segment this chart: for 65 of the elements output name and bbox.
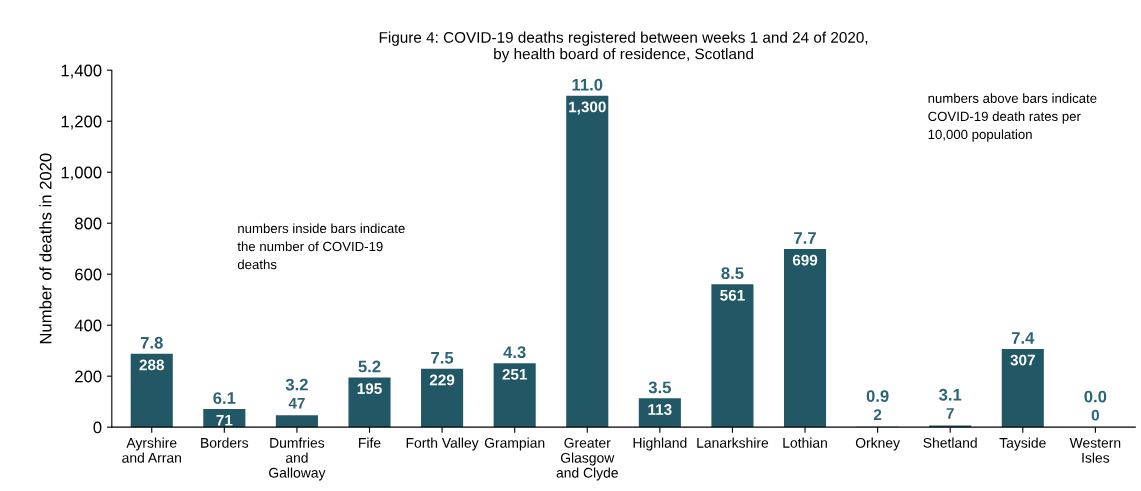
x-tick-label: Lothian xyxy=(783,437,827,448)
annotation: 0.9 xyxy=(866,390,889,402)
y-tick-label: 800 xyxy=(75,217,102,230)
annotation: 0.0 xyxy=(1084,390,1107,403)
data-label: 251 xyxy=(502,368,527,380)
x-tick-label: Western Isles xyxy=(1069,438,1121,463)
annotation: 3.2 xyxy=(285,378,308,391)
bar xyxy=(1001,348,1044,428)
bar xyxy=(130,353,173,428)
annotation: 7.5 xyxy=(431,352,454,364)
data-label: 113 xyxy=(648,404,672,415)
y-tick-label: 400 xyxy=(74,319,102,332)
x-tick-label: Borders xyxy=(201,437,249,448)
y-tick-label: 600 xyxy=(75,268,102,281)
chart-title: Figure 4: COVID-19 deaths registered between weeks 1 and 24 of 2020, by health board of residence, Scotland xyxy=(379,31,868,63)
data-label: 0 xyxy=(1091,409,1099,421)
x-tick-label: Tayside xyxy=(999,437,1046,451)
x-tick-label: Highland xyxy=(633,437,687,451)
bar xyxy=(348,377,391,428)
annotation: numbers inside bars indicate the number of COVID-19 deaths xyxy=(237,223,405,270)
annotation: 11.0 xyxy=(572,78,603,91)
x-tick-label: Greater Glasgow and Clyde xyxy=(556,437,618,481)
y-axis-title: Number of deaths in 2020 xyxy=(39,153,52,344)
bar xyxy=(711,284,754,428)
annotation: 7.7 xyxy=(794,232,816,244)
annotation: 8.5 xyxy=(721,267,744,280)
x-tick-label: Lanarkshire xyxy=(697,437,769,448)
y-tick-label: 1,400 xyxy=(61,64,102,79)
data-label: 229 xyxy=(429,374,455,386)
data-label: 699 xyxy=(792,254,818,266)
data-label: 47 xyxy=(288,397,305,409)
bar xyxy=(421,368,464,428)
annotation: 7.8 xyxy=(140,336,163,349)
y-tick-label: 0 xyxy=(93,421,102,434)
y-tick-label: 200 xyxy=(75,370,102,383)
bar xyxy=(493,363,536,428)
y-tick-label: 1,000 xyxy=(61,166,102,181)
data-label: 1,300 xyxy=(569,101,606,115)
annotation: 7.4 xyxy=(1011,332,1035,344)
bar xyxy=(783,248,827,428)
x-tick-label: Grampian xyxy=(484,437,545,451)
bar xyxy=(638,398,681,428)
annotation: 3.1 xyxy=(939,388,962,401)
data-label: 2 xyxy=(873,409,882,420)
x-tick-label: Orkney xyxy=(855,437,900,451)
annotation: numbers above bars indicate COVID-19 death rates per 10,000 population xyxy=(928,93,1097,142)
annotation: 4.3 xyxy=(503,346,526,359)
annotation: 6.1 xyxy=(213,392,236,404)
x-tick-label: Dumfries and Galloway xyxy=(269,437,326,481)
x-tick-label: Ayrshire and Arran xyxy=(122,437,181,463)
x-tick-label: Fife xyxy=(359,437,381,448)
x-tick-label: Shetland xyxy=(923,437,977,448)
bar xyxy=(566,95,609,428)
x-tick-label: Forth Valley xyxy=(406,437,479,451)
data-label: 195 xyxy=(357,383,382,395)
y-tick-label: 1,200 xyxy=(61,115,102,130)
data-label: 307 xyxy=(1010,354,1035,366)
data-label: 71 xyxy=(216,414,233,426)
annotation: 5.2 xyxy=(358,360,381,373)
annotation: 3.5 xyxy=(648,381,671,394)
data-label: 7 xyxy=(946,408,954,419)
bar xyxy=(203,409,246,428)
data-label: 288 xyxy=(139,359,165,371)
bar xyxy=(275,415,318,428)
data-label: 561 xyxy=(720,289,745,301)
